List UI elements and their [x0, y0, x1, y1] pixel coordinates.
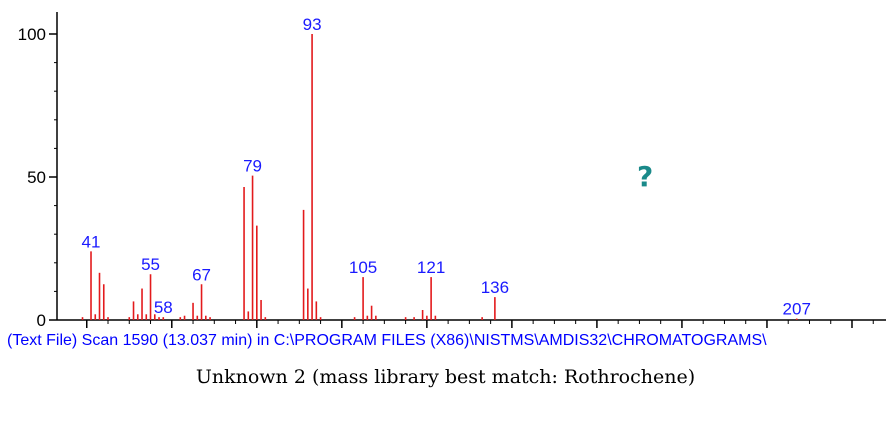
peak-label: 105 — [349, 258, 377, 277]
peak-label: 67 — [192, 265, 211, 284]
y-tick-label: 100 — [18, 25, 46, 44]
peak-label: 207 — [783, 300, 811, 319]
figure-caption: Unknown 2 (mass library best match: Roth… — [195, 366, 696, 388]
y-tick-label: 50 — [27, 168, 46, 187]
y-tick-label: 0 — [37, 311, 46, 330]
unknown-question-icon: ? — [637, 160, 653, 193]
spectrum-peaks — [81, 34, 798, 320]
peak-label: 121 — [417, 258, 445, 277]
source-file-line: (Text File) Scan 1590 (13.037 min) in C:… — [7, 332, 767, 349]
peak-label: 79 — [243, 157, 262, 176]
peak-label: 136 — [481, 278, 509, 297]
x-axis: 406080100120140160180200220 — [57, 319, 886, 328]
peak-label: 58 — [154, 298, 173, 317]
peak-label: 93 — [303, 15, 322, 34]
peak-labels: 41 55 58 67 79 93 105 121 136 207 — [82, 15, 811, 319]
peak-label: 41 — [82, 232, 101, 251]
mass-spectrum-chart: 0 50 100 406080100120140160180200220 41 55 5… — [18, 12, 886, 330]
y-axis: 0 50 100 — [18, 12, 58, 330]
peak-label: 55 — [141, 255, 160, 274]
